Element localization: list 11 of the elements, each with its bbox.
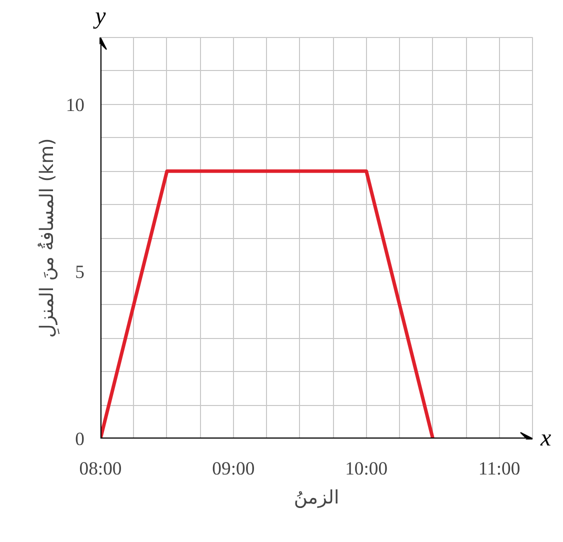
y-tick-label: 5 — [75, 262, 84, 283]
x-tick-label: 08:00 — [79, 458, 122, 480]
text: y — [93, 4, 106, 30]
x-tick-label: 10:00 — [345, 458, 388, 480]
y-axis-title: المسافةُ منَ المنزلِ (km) — [36, 138, 60, 338]
x-tick-label: 09:00 — [212, 458, 255, 480]
x-axis-title: الزمنُ — [294, 488, 340, 508]
text: x — [540, 426, 552, 452]
x-tick-label: 11:00 — [478, 458, 520, 480]
y-tick-label: 0 — [75, 429, 84, 450]
y-tick-label: 10 — [66, 94, 84, 116]
